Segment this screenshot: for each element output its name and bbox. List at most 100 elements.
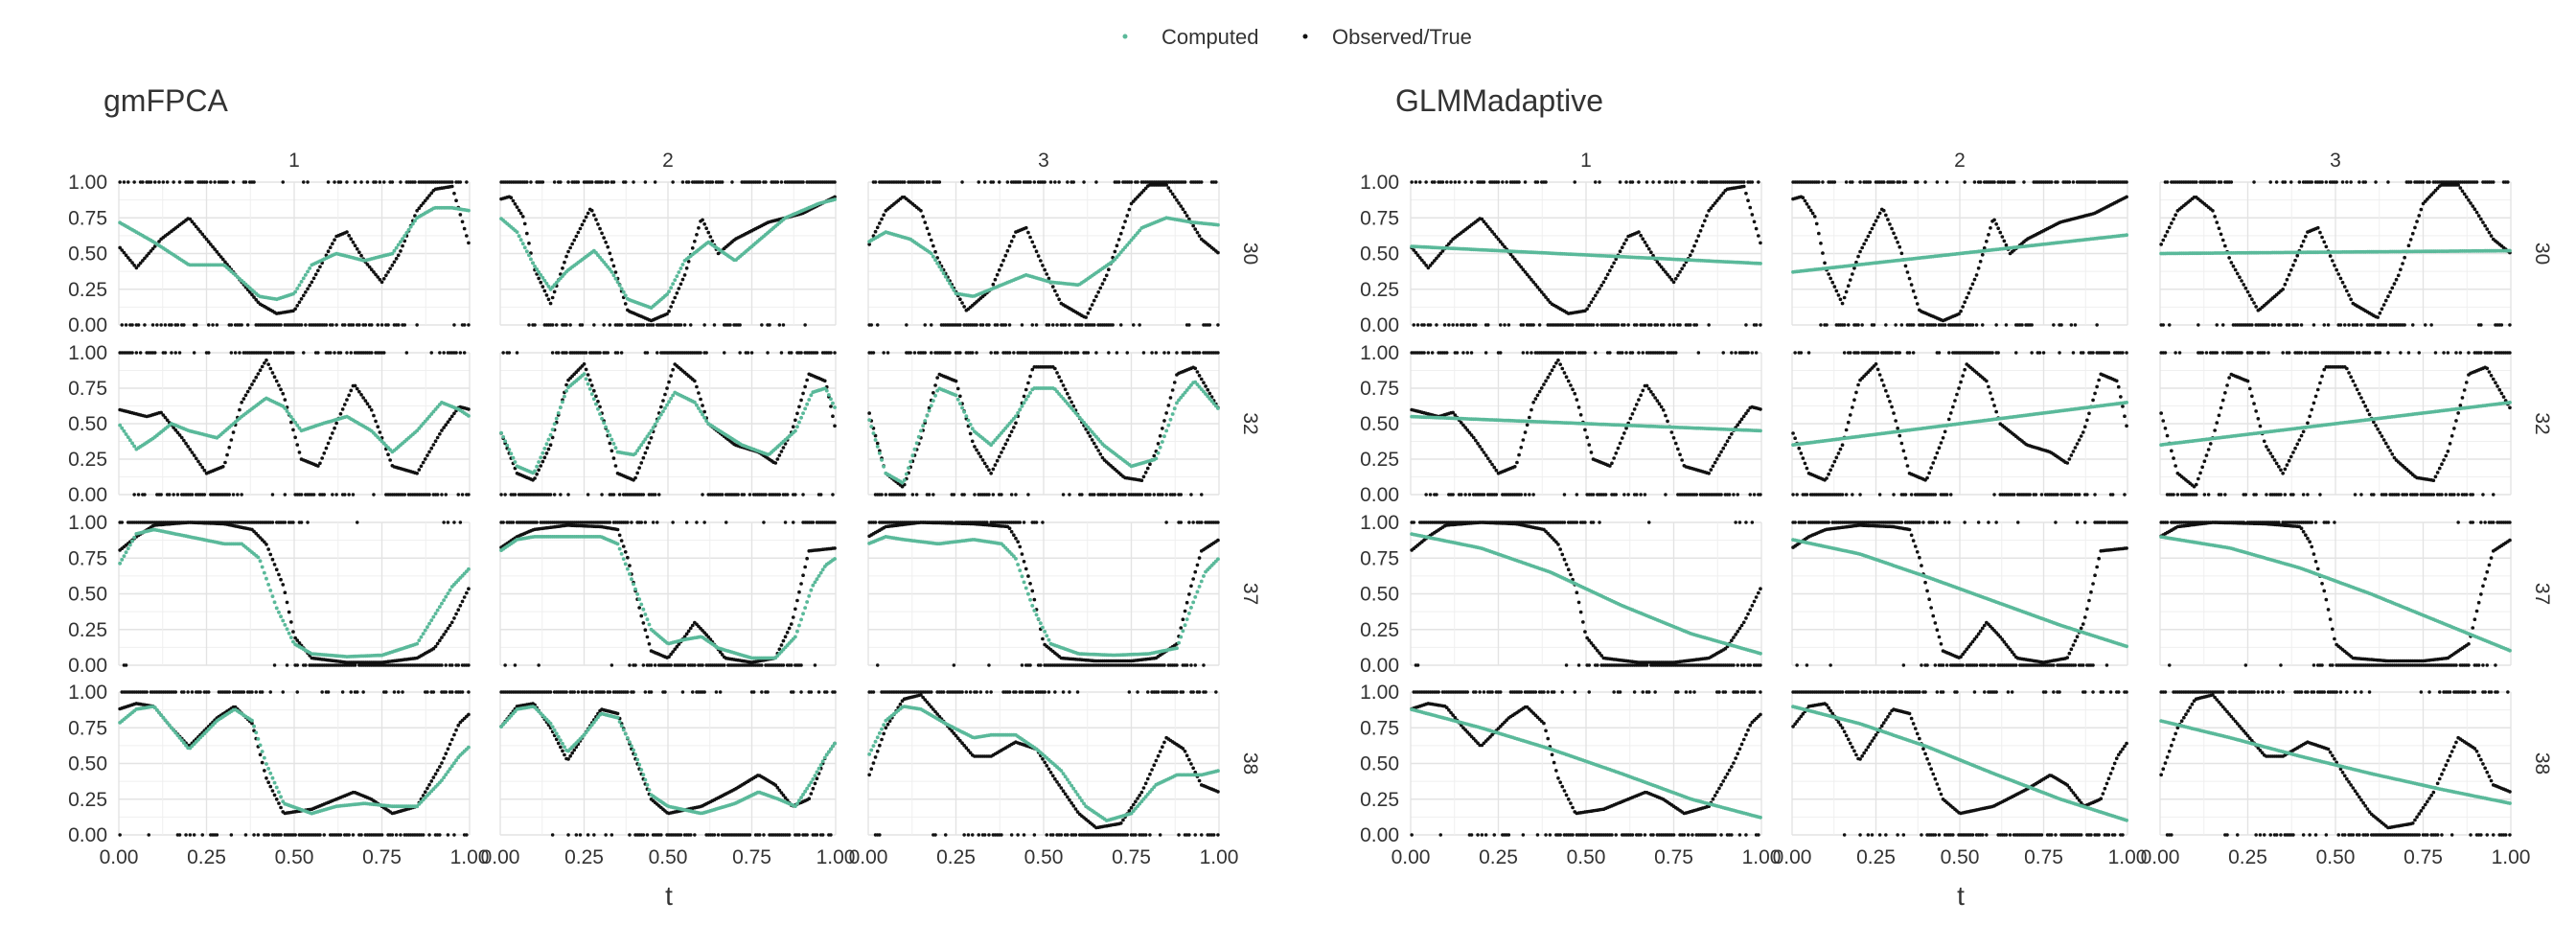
y-tick-label: 0.25 (68, 789, 107, 811)
y-tick-label: 0.00 (1360, 484, 1399, 506)
computed-points (1791, 538, 2128, 649)
computed-points (867, 216, 1220, 298)
row-facet-label: 38 (2531, 752, 2553, 775)
x-tick-label: 0.25 (1856, 846, 1896, 868)
x-tick-label: 0.25 (564, 846, 604, 868)
x-tick-label: 0.75 (732, 846, 771, 868)
facet-panel-0-0-1 (499, 180, 837, 327)
computed-points (118, 205, 471, 302)
facet-panel-0-1-2 (867, 351, 1220, 497)
y-tick-label: 0.00 (1360, 655, 1399, 677)
x-tick-label: 0.00 (1773, 846, 1812, 868)
observed-points (1410, 351, 1762, 497)
x-tick-label: 1.00 (2492, 846, 2531, 868)
x-tick-label: 0.00 (1392, 846, 1431, 868)
computed-points (118, 396, 471, 454)
y-tick-label: 0.50 (68, 413, 107, 435)
y-tick-label: 0.75 (68, 207, 107, 229)
x-tick-label: 1.00 (1200, 846, 1239, 868)
facet-panel-1-2-2 (2159, 520, 2512, 667)
column-facet-label: 2 (1954, 150, 1966, 172)
row-facet-label: 30 (2531, 243, 2553, 265)
facet-panel-1-3-0 (1410, 690, 1762, 837)
x-tick-label: 1.00 (2108, 846, 2148, 868)
x-tick-label: 0.00 (849, 846, 888, 868)
observed-points (867, 351, 1220, 497)
true-curve-points (2159, 365, 2512, 489)
observed-points (1791, 520, 2128, 667)
observed-points (2159, 690, 2512, 837)
x-tick-label: 0.50 (2316, 846, 2356, 868)
observed-points (1791, 351, 2128, 497)
facet-panel-1-0-0 (1410, 180, 1762, 327)
y-tick-label: 0.25 (1360, 789, 1399, 811)
computed-points (1410, 707, 1762, 820)
y-tick-label: 1.00 (68, 512, 107, 534)
y-tick-label: 0.50 (1360, 584, 1399, 606)
facet-panel-0-3-0 (118, 690, 471, 837)
row-facet-label: 32 (2531, 412, 2553, 434)
column-facet-label: 3 (2330, 150, 2341, 172)
facet-panel-1-2-1 (1791, 520, 2128, 667)
y-tick-label: 0.00 (68, 484, 107, 506)
computed-points (1410, 532, 1762, 656)
true-curve-points (2159, 183, 2512, 319)
facet-panel-0-2-2 (867, 520, 1220, 667)
facet-panel-1-2-0 (1410, 520, 1762, 667)
y-tick-label: 0.00 (68, 824, 107, 846)
y-tick-label: 0.50 (68, 243, 107, 266)
y-tick-label: 0.25 (68, 279, 107, 301)
x-tick-label: 0.00 (481, 846, 520, 868)
computed-points (499, 705, 837, 816)
computed-points (499, 197, 837, 310)
observed-points (1791, 180, 2128, 327)
computed-points (867, 380, 1220, 485)
x-tick-label: 0.50 (1567, 846, 1606, 868)
computed-points (2159, 401, 2512, 447)
x-tick-label: 0.25 (936, 846, 976, 868)
y-tick-label: 0.50 (1360, 753, 1399, 775)
true-curve-points (1410, 520, 1762, 664)
computed-points (2159, 248, 2512, 256)
facet-panel-1-3-2 (2159, 690, 2512, 837)
y-tick-label: 1.00 (1360, 682, 1399, 704)
true-curve-points (867, 365, 1220, 489)
x-axis-title-0: t (665, 881, 673, 911)
y-tick-label: 0.50 (68, 584, 107, 606)
true-curve-points (1791, 523, 2128, 664)
observed-points (2159, 180, 2512, 327)
y-tick-label: 0.75 (68, 378, 107, 400)
observed-points (118, 180, 471, 327)
y-tick-label: 1.00 (68, 172, 107, 194)
y-tick-label: 0.25 (68, 619, 107, 641)
true-curve-points (867, 520, 1220, 663)
y-tick-label: 0.25 (1360, 619, 1399, 641)
y-tick-label: 0.25 (1360, 449, 1399, 471)
y-tick-label: 0.75 (68, 547, 107, 569)
facet-panel-0-3-1 (499, 690, 837, 837)
x-tick-label: 0.75 (1112, 846, 1151, 868)
true-curve-points (1791, 702, 2128, 816)
row-facet-label: 32 (1239, 412, 1261, 434)
computed-points (1791, 705, 2128, 822)
y-tick-label: 1.00 (1360, 342, 1399, 364)
observed-points (1410, 690, 1762, 837)
y-tick-label: 0.50 (68, 753, 107, 775)
panel-title-0: gmFPCA (104, 83, 228, 118)
panel-title-1: GLMMadaptive (1395, 83, 1603, 118)
true-curve-points (118, 358, 471, 475)
x-tick-label: 0.50 (1941, 846, 1980, 868)
true-curve-points (867, 183, 1220, 319)
facet-panel-1-1-0 (1410, 351, 1762, 497)
x-tick-label: 0.75 (2404, 846, 2443, 868)
column-facet-label: 2 (662, 150, 674, 172)
y-tick-label: 0.00 (68, 655, 107, 677)
computed-points (118, 527, 471, 659)
observed-points (499, 690, 837, 837)
legend-computed-label: Computed (1162, 25, 1259, 49)
facet-panel-1-1-2 (2159, 351, 2512, 497)
legend-computed-marker (1122, 34, 1128, 39)
legend-observed-label: Observed/True (1332, 25, 1472, 49)
